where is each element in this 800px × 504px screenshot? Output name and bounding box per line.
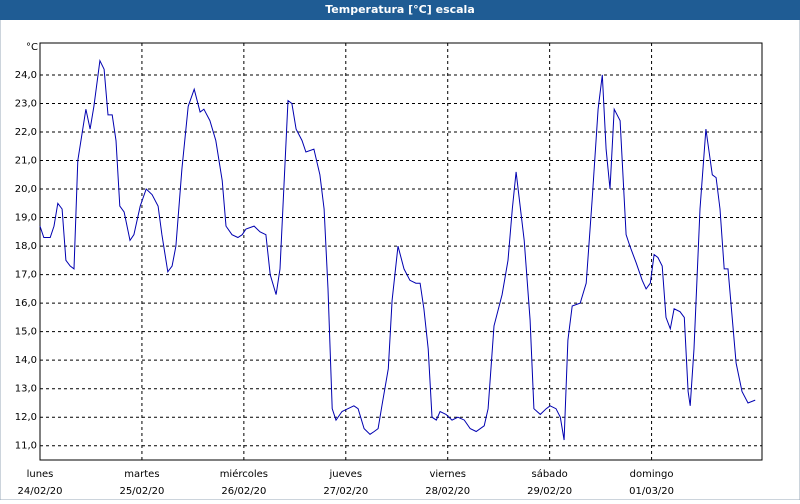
y-tick-label: 13,0	[15, 384, 37, 395]
y-tick-label: 23,0	[15, 98, 37, 109]
x-tick-date: 29/02/20	[527, 486, 572, 497]
x-tick-date: 26/02/20	[221, 486, 266, 497]
y-tick-label: 19,0	[15, 213, 37, 224]
y-tick-label: 11,0	[15, 441, 37, 452]
x-tick-date: 25/02/20	[119, 486, 164, 497]
x-tick-date: 27/02/20	[323, 486, 368, 497]
x-tick-label: sábado	[532, 468, 568, 480]
y-tick-label: 24,0	[15, 70, 37, 81]
x-tick-label: jueves	[329, 469, 363, 480]
y-unit: °C	[26, 42, 38, 53]
y-tick-label: 22,0	[15, 127, 37, 138]
chart-title: Temperatura [°C] escala	[325, 3, 475, 16]
x-tick-label: miércoles	[220, 468, 268, 480]
y-tick-label: 20,0	[15, 184, 37, 195]
y-tick-label: 21,0	[15, 156, 37, 167]
y-tick-label: 14,0	[15, 355, 37, 366]
y-tick-label: 15,0	[15, 327, 37, 338]
x-tick-label: lunes	[27, 469, 54, 480]
x-tick-date: 01/03/20	[629, 486, 674, 497]
line	[39, 59, 756, 441]
x-tick-label: martes	[124, 469, 159, 480]
x-tick-date: 24/02/20	[18, 486, 63, 497]
x-tick-label: viernes	[429, 469, 465, 480]
plot-frame	[39, 42, 763, 461]
y-tick-label: 17,0	[15, 270, 37, 281]
y-tick-label: 12,0	[15, 412, 37, 423]
x-tick-date: 28/02/20	[425, 486, 470, 497]
x-tick-label: domingo	[630, 469, 674, 480]
title-bar	[0, 0, 800, 20]
y-tick-label: 18,0	[15, 241, 37, 252]
y-tick-label: 16,0	[15, 298, 37, 309]
